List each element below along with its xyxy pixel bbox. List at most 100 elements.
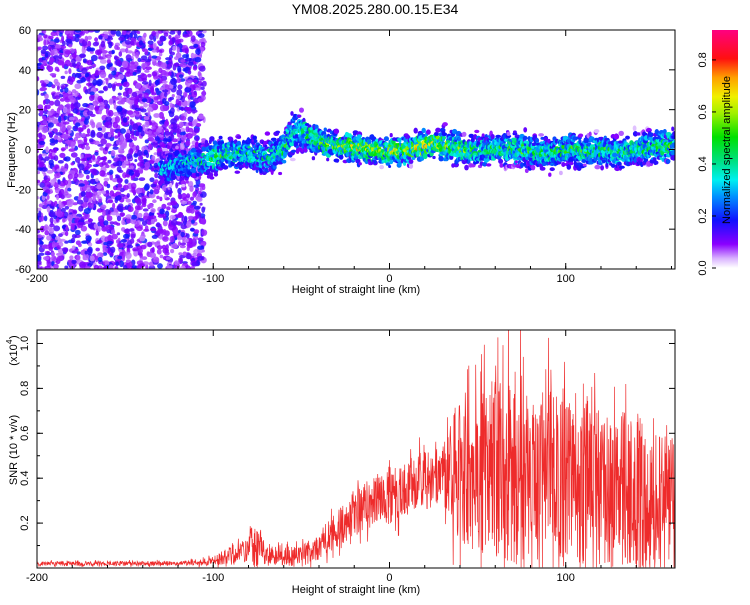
spectrogram-cell bbox=[59, 98, 65, 102]
spectrogram-cell bbox=[130, 214, 138, 220]
spectrogram-cell bbox=[64, 240, 69, 244]
spectrogram-cell bbox=[54, 155, 59, 162]
spectrogram-cell bbox=[185, 132, 193, 139]
spectrogram-cell bbox=[78, 243, 82, 248]
spectrogram-cell bbox=[56, 210, 63, 218]
spectrogram-cell bbox=[186, 221, 192, 228]
spectrogram-cell bbox=[43, 224, 49, 232]
spectrogram-cell bbox=[110, 211, 118, 216]
spectrogram-cell bbox=[87, 30, 95, 33]
spectrogram-cell bbox=[180, 265, 186, 269]
spectrogram-cell bbox=[198, 114, 204, 120]
spectrogram-cell bbox=[113, 221, 118, 225]
spectrogram-cell bbox=[115, 174, 119, 178]
spectrogram-cell bbox=[186, 53, 189, 59]
spectrogram-cell bbox=[103, 99, 109, 106]
spectrogram-cell bbox=[143, 149, 148, 155]
spectrogram-cell bbox=[187, 127, 194, 133]
spectrogram-cell bbox=[50, 201, 55, 207]
spectrogram-cell bbox=[75, 248, 79, 252]
spectrogram-cell bbox=[122, 30, 127, 36]
spectrogram-cell bbox=[141, 98, 148, 103]
spectrogram-cell bbox=[133, 169, 140, 174]
spectrogram-cell bbox=[78, 163, 85, 171]
spectrogram-cell bbox=[143, 103, 149, 108]
spectrogram-cell bbox=[51, 49, 55, 56]
spectrogram-cell bbox=[66, 200, 74, 208]
spectrogram-cell bbox=[96, 239, 103, 244]
spectrogram-cell bbox=[98, 198, 102, 204]
spectrogram-cell bbox=[146, 106, 153, 112]
spectrogram-cell bbox=[181, 184, 186, 188]
spectrogram-cell bbox=[169, 102, 173, 108]
spectrogram-cell bbox=[110, 229, 116, 235]
spectrogram-cell bbox=[82, 124, 87, 130]
spectrogram-cell bbox=[69, 174, 74, 180]
spectrogram-cell bbox=[62, 217, 66, 223]
spectrogram-cell bbox=[134, 220, 139, 228]
spectrogram-cell bbox=[116, 215, 122, 222]
spectrogram-cell bbox=[122, 81, 130, 88]
spectrogram-cell bbox=[175, 182, 179, 189]
spectrogram-cell bbox=[47, 122, 54, 128]
spectrogram-cell bbox=[99, 157, 105, 161]
spectrogram-cell bbox=[373, 159, 377, 164]
spectrogram-cell bbox=[119, 212, 126, 217]
spectrogram-cell bbox=[38, 210, 42, 218]
spectrogram-cell bbox=[75, 96, 81, 100]
spectrogram-cell bbox=[139, 114, 143, 120]
spectrogram-cell bbox=[70, 223, 75, 231]
spectrogram-cell bbox=[43, 215, 48, 222]
spectrogram-cell bbox=[118, 205, 122, 212]
spectrogram-cell bbox=[89, 178, 95, 184]
spectrogram-cell bbox=[76, 79, 84, 84]
spectrogram-cell bbox=[179, 143, 185, 150]
spectrogram-cell bbox=[432, 155, 436, 160]
spectrogram-cell bbox=[74, 229, 81, 236]
spectrogram-cell bbox=[43, 34, 48, 39]
spectrogram-cell bbox=[100, 204, 107, 210]
spectrogram-cell bbox=[37, 104, 44, 110]
spectrogram-cell bbox=[127, 206, 134, 213]
spectrogram-cell bbox=[86, 59, 93, 66]
spectrogram-cell bbox=[97, 95, 103, 103]
spectrogram-cell bbox=[209, 176, 215, 180]
spectrogram-cell bbox=[150, 87, 155, 95]
spectrogram-cell bbox=[236, 135, 242, 140]
spectrogram-cell bbox=[151, 71, 158, 77]
spectrogram-cell bbox=[177, 65, 182, 73]
spectrogram-cell bbox=[59, 238, 66, 242]
spectrogram-cell bbox=[56, 255, 63, 262]
spectrogram-cell bbox=[171, 37, 176, 43]
spectrogram-cell bbox=[139, 235, 146, 242]
spectrogram-cell bbox=[37, 260, 42, 265]
spectrogram-cell bbox=[120, 111, 124, 119]
spectrogram-cell bbox=[182, 251, 187, 257]
spectrogram-cell bbox=[83, 138, 88, 146]
spectrogram-cell bbox=[164, 84, 168, 88]
spectrogram-cell bbox=[50, 31, 57, 37]
spectrogram-cell bbox=[180, 62, 187, 68]
spectrogram-cell bbox=[99, 65, 106, 71]
spectrogram-cell bbox=[96, 184, 102, 190]
spectrogram-cell bbox=[461, 131, 467, 137]
spectrogram-cell bbox=[156, 88, 160, 96]
spectrogram-cell bbox=[97, 127, 103, 131]
spectrogram-cell bbox=[133, 33, 138, 39]
spectrogram-cell bbox=[46, 169, 54, 174]
spectrogram-cell bbox=[197, 237, 204, 241]
spectrogram-cell bbox=[51, 84, 56, 89]
spectrogram-cell bbox=[49, 227, 55, 235]
spectrogram-cell bbox=[40, 241, 44, 245]
spectrogram-cell bbox=[188, 204, 195, 209]
spectrogram-cell bbox=[94, 105, 100, 110]
spectrogram-cell bbox=[180, 231, 185, 237]
spectrogram-cell bbox=[408, 163, 414, 169]
spectrogram-cell bbox=[71, 245, 76, 250]
spectrogram-cell bbox=[200, 83, 204, 87]
spectrogram-cell bbox=[128, 141, 135, 148]
spectrogram-cell bbox=[41, 204, 48, 209]
spectrogram-cell bbox=[125, 198, 131, 203]
spectrogram-cell bbox=[98, 35, 103, 40]
spectrogram-cell bbox=[60, 147, 66, 151]
